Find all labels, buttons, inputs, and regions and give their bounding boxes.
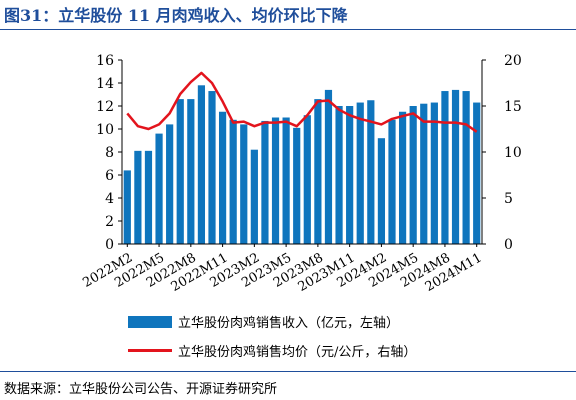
bar xyxy=(462,91,470,244)
y-right-tick-label: 15 xyxy=(504,99,522,115)
y-left-tick-label: 2 xyxy=(105,214,114,230)
bar xyxy=(218,111,227,244)
legend-item-revenue: 立华股份肉鸡销售收入（亿元，左轴） xyxy=(128,312,399,331)
bar xyxy=(187,99,195,244)
y-right-tick-label: 10 xyxy=(504,145,522,161)
legend-label-revenue: 立华股份肉鸡销售收入（亿元，左轴） xyxy=(178,316,400,331)
bar xyxy=(314,99,322,244)
chart: 0246810121416051015202022M22022M52022M82… xyxy=(80,53,522,295)
bar xyxy=(229,119,237,244)
title-divider xyxy=(0,29,576,30)
source-note: 数据来源：立华股份公司公告、开源证券研究所 xyxy=(4,382,278,397)
bar xyxy=(144,150,153,244)
bar xyxy=(208,91,216,244)
y-left-tick-label: 16 xyxy=(96,53,114,69)
y-right-tick-label: 5 xyxy=(504,191,513,207)
bar xyxy=(166,124,174,244)
bar xyxy=(271,117,280,244)
bar xyxy=(123,170,131,244)
bar xyxy=(409,106,417,244)
bar xyxy=(176,99,184,244)
legend-line-swatch xyxy=(128,349,172,352)
source-divider xyxy=(0,371,576,372)
y-left-tick-label: 10 xyxy=(96,122,114,138)
bar xyxy=(377,138,386,244)
bar xyxy=(293,127,301,244)
bar xyxy=(346,106,354,244)
bar xyxy=(473,102,481,244)
y-right-tick-label: 0 xyxy=(504,237,513,253)
price-line xyxy=(126,71,478,133)
bar xyxy=(324,89,333,245)
legend-label-price: 立华股份肉鸡销售均价（元/公斤，右轴） xyxy=(178,345,417,360)
bar xyxy=(250,149,258,244)
bar xyxy=(197,85,206,244)
bar xyxy=(441,91,449,244)
legend-item-price: 立华股份肉鸡销售均价（元/公斤，右轴） xyxy=(128,341,416,360)
legend-bar-swatch xyxy=(128,315,172,328)
bar xyxy=(451,89,460,245)
bar xyxy=(430,102,438,244)
bar xyxy=(303,115,311,244)
bar xyxy=(420,103,428,244)
bar xyxy=(261,120,269,244)
y-left-tick-label: 12 xyxy=(96,99,114,115)
bar xyxy=(134,150,142,244)
bar xyxy=(282,117,290,244)
y-left-tick-label: 6 xyxy=(105,168,114,184)
chart-title: 图31：立华股份 11 月肉鸡收入、均价环比下降 xyxy=(4,6,348,25)
y-left-tick-label: 4 xyxy=(105,191,114,207)
bar xyxy=(356,102,364,244)
bar xyxy=(335,106,343,244)
y-left-tick-label: 0 xyxy=(105,237,114,253)
y-right-tick-label: 20 xyxy=(504,53,522,69)
y-left-tick-label: 8 xyxy=(105,145,114,161)
bar xyxy=(388,119,396,244)
y-left-tick-label: 14 xyxy=(96,76,114,92)
bar xyxy=(367,100,375,244)
bar xyxy=(155,133,163,244)
bar xyxy=(398,111,407,244)
bar xyxy=(240,124,248,244)
